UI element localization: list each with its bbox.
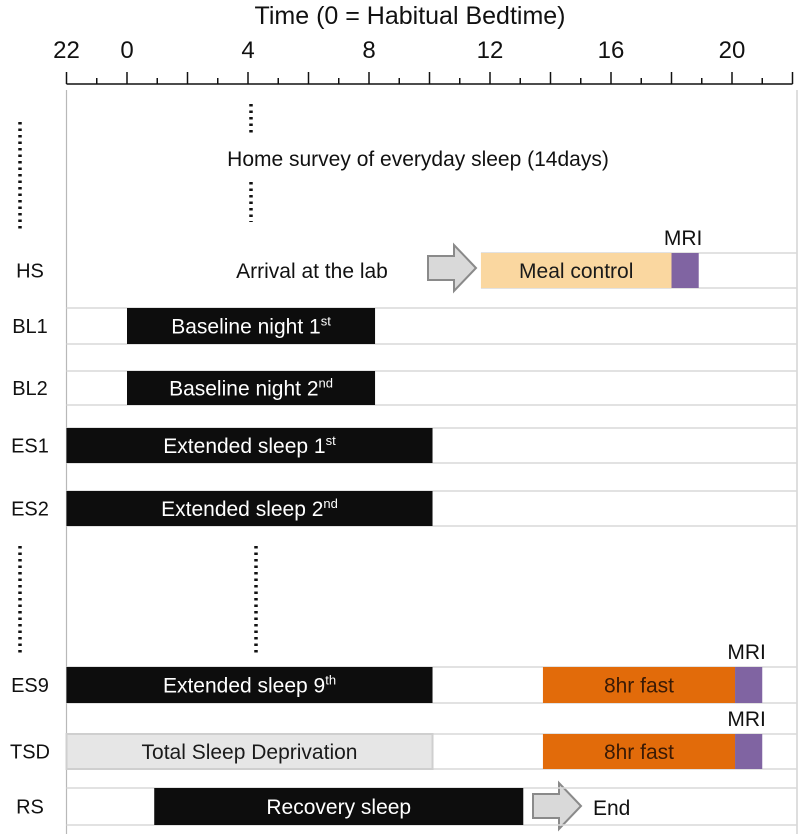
bar-label: Recovery sleep <box>266 796 411 819</box>
tick-label: 20 <box>719 37 746 64</box>
bar-label-text: Total Sleep Deprivation <box>142 741 358 764</box>
row-rs: RS Recovery sleep <box>16 787 797 826</box>
row-label: BL2 <box>12 378 48 400</box>
mri-block <box>735 734 763 769</box>
row-es9: ES9 Extended sleep 9th 8hr fast MRI <box>11 641 797 704</box>
row-label: TSD <box>10 742 50 764</box>
sleep-bar <box>66 491 433 526</box>
row-es2: ES2 Extended sleep 2nd <box>11 490 797 527</box>
row-bl1: BL1 Baseline night 1st <box>12 307 797 345</box>
mri-label: MRI <box>727 641 766 664</box>
ordinal-suffix: nd <box>323 496 337 511</box>
bar-label-text: Meal control <box>519 260 633 283</box>
tick-label: 12 <box>477 37 504 64</box>
tick-label: 8 <box>362 37 375 64</box>
bar-label-text: Extended sleep 2 <box>161 498 323 521</box>
bar-label-text: Baseline night 1 <box>171 316 320 339</box>
mri-label: MRI <box>727 708 766 731</box>
sleep-bar <box>127 371 376 405</box>
ordinal-suffix: st <box>321 314 332 329</box>
bar-label-text: 8hr fast <box>604 675 674 698</box>
sleep-bar <box>66 667 433 703</box>
sleep-bar <box>154 788 524 825</box>
row-label: RS <box>16 797 44 819</box>
fast-bar <box>542 734 736 769</box>
bar-label-text: Extended sleep 1 <box>163 435 325 458</box>
bar-label-text: Baseline night 2 <box>169 378 318 401</box>
meal-bar <box>480 253 672 288</box>
row-label: ES1 <box>11 436 49 458</box>
bar-label: 8hr fast <box>604 675 674 698</box>
row-bl2: BL2 Baseline night 2nd <box>12 370 797 406</box>
time-axis: 22 0 4 8 12 16 20 <box>53 37 794 85</box>
deprivation-bar <box>65 733 434 770</box>
bar-label: Total Sleep Deprivation <box>142 741 358 764</box>
ordinal-suffix: st <box>326 433 337 448</box>
sleep-bar <box>66 428 433 463</box>
tick-label: 0 <box>120 37 133 64</box>
bar-label-text: Extended sleep 9 <box>163 675 325 698</box>
bar-label: Meal control <box>519 260 633 283</box>
home-survey-label: Home survey of everyday sleep (14days) <box>227 148 609 171</box>
sleep-bar <box>127 308 376 344</box>
annotations: Home survey of everyday sleep (14days) A… <box>227 148 630 832</box>
tick-label: 16 <box>598 37 625 64</box>
bar-label: Baseline night 2nd <box>169 376 333 401</box>
row-hs: HS Meal control MRI <box>16 227 797 289</box>
row-label: ES9 <box>11 675 49 697</box>
fast-bar <box>542 667 736 703</box>
row-label: ES2 <box>11 499 49 521</box>
bar-label: Extended sleep 9th <box>163 673 336 698</box>
arrival-arrow-icon <box>427 242 478 294</box>
mri-block <box>671 253 699 288</box>
row-label: HS <box>16 261 44 283</box>
mri-block <box>735 667 763 703</box>
bar-label: Extended sleep 1st <box>163 433 336 458</box>
ellipsis-dots <box>18 104 258 654</box>
arrival-label: Arrival at the lab <box>236 260 388 283</box>
ordinal-suffix: th <box>325 673 336 688</box>
tick-label: 4 <box>241 37 254 64</box>
axis-title: Time (0 = Habitual Bedtime) <box>255 2 566 30</box>
end-arrow-icon <box>532 780 583 832</box>
bar-label: Baseline night 1st <box>171 314 331 339</box>
mri-label: MRI <box>664 227 703 250</box>
row-tsd: TSD Total Sleep Deprivation 8hr fast MRI <box>10 708 797 770</box>
row-label: BL1 <box>12 316 48 338</box>
tick-label: 22 <box>53 37 80 64</box>
row-es1: ES1 Extended sleep 1st <box>11 427 797 464</box>
bar-label-text: Recovery sleep <box>266 796 411 819</box>
bar-label: 8hr fast <box>604 741 674 764</box>
end-label: End <box>593 797 630 820</box>
ordinal-suffix: nd <box>319 376 333 391</box>
bar-label: Extended sleep 2nd <box>161 496 338 521</box>
bar-label-text: 8hr fast <box>604 741 674 764</box>
